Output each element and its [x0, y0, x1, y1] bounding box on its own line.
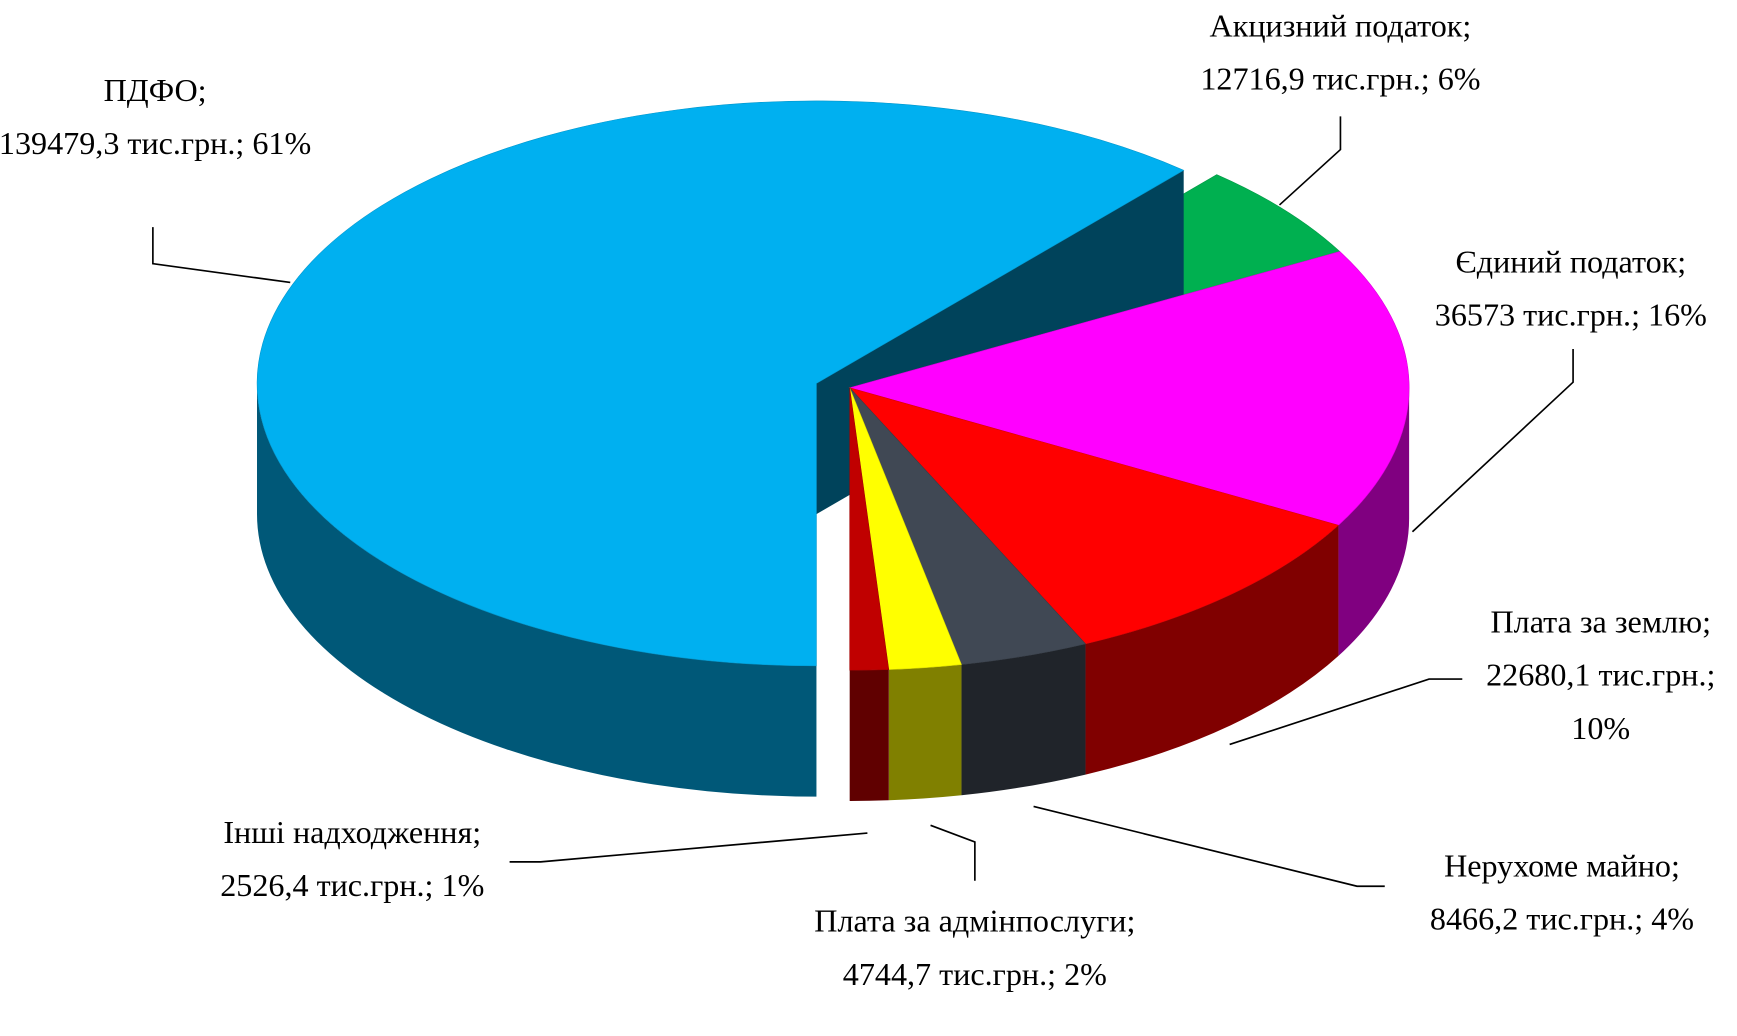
leader-line: [509, 832, 868, 863]
percent-label: 10%: [1571, 711, 1631, 747]
slice: [848, 387, 1340, 645]
percent-label: 16%: [1648, 297, 1707, 334]
slice-side: [961, 643, 1086, 796]
leader-line: [1229, 678, 1463, 746]
percent-label: 4%: [1651, 901, 1695, 938]
value-label: 2526,4 тис.грн.;: [220, 868, 434, 904]
category-label: Акцизний податок;: [1209, 8, 1472, 45]
category-label: Єдиний податок;: [1455, 244, 1687, 281]
category-label: ПДФО;: [103, 73, 207, 109]
data-label: Нерухоме майно; 8466,2 тис.грн.; 4%: [1385, 840, 1737, 946]
leader-line: [1278, 116, 1342, 206]
value-label: 22680,1 тис.грн.;: [1486, 658, 1716, 694]
percent-label: 1%: [441, 868, 485, 904]
data-label: Плата за адмінпослуги; 4744,7 тис.грн.; …: [803, 895, 1146, 1001]
value-label: 12716,9 тис.грн.;: [1200, 62, 1430, 98]
category-label: Плата за землю;: [1490, 604, 1712, 641]
slice: [256, 100, 1185, 667]
slice-side: [849, 669, 889, 801]
data-label: ПДФО; 139479,3 тис.грн.; 61%: [0, 64, 316, 170]
category-label: Інші надходження;: [223, 815, 482, 851]
data-label: Плата за землю; 22680,1 тис.грн.; 10%: [1456, 596, 1737, 756]
percent-label: 6%: [1437, 62, 1481, 98]
leader-line: [1033, 805, 1385, 888]
value-label: 4744,7 тис.грн.;: [842, 957, 1057, 993]
category-label: Плата за адмінпослуги;: [814, 903, 1136, 940]
percent-label: 61%: [252, 126, 312, 162]
category-label: Нерухоме майно;: [1444, 848, 1680, 885]
value-label: 8466,2 тис.грн.;: [1429, 901, 1644, 938]
value-label: 139479,3 тис.грн.;: [0, 126, 245, 162]
slice-side: [888, 664, 962, 801]
data-label: Акцизний податок; 12716,9 тис.грн.; 6%: [1152, 0, 1529, 106]
data-label: Єдиний податок; 36573 тис.грн.; 16%: [1383, 236, 1737, 342]
leader-line: [1411, 348, 1574, 533]
percent-label: 2%: [1064, 957, 1107, 993]
slice-side: [1338, 387, 1410, 656]
slice: [848, 251, 1410, 526]
leader-line: [930, 824, 976, 881]
slice-side: [257, 383, 817, 797]
slice: [849, 387, 890, 671]
data-label: Інші надходження; 2526,4 тис.грн.; 1%: [175, 806, 529, 912]
value-label: 36573 тис.грн.;: [1434, 297, 1641, 334]
leader-line: [152, 227, 291, 284]
slice-side: [1085, 525, 1339, 775]
